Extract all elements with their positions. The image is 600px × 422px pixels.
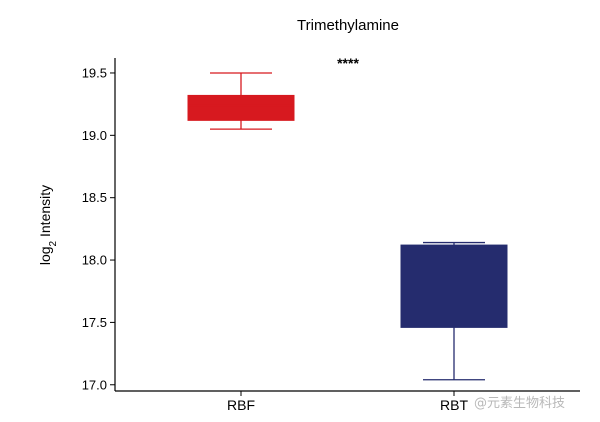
y-ticks: 17.0 17.5 18.0 18.5 19.0 19.5: [82, 65, 115, 392]
y-axis-title-subscript: 2: [48, 240, 59, 246]
x-tick-label: RBT: [440, 397, 468, 413]
y-tick-label: 17.0: [82, 377, 107, 392]
box-body: [187, 94, 295, 121]
x-tick-label: RBF: [227, 397, 255, 413]
box-rbf: [187, 72, 295, 130]
y-axis-title-rest: Intensity: [37, 185, 53, 241]
y-tick-label: 18.5: [82, 190, 107, 205]
significance-label: ****: [337, 55, 359, 71]
y-axis-title-main: log: [37, 246, 53, 265]
chart-title: Trimethylamine: [297, 17, 399, 34]
y-tick-label: 17.5: [82, 315, 107, 330]
watermark: @元素生物科技: [474, 396, 566, 411]
y-tick-label: 18.0: [82, 253, 107, 268]
y-tick-label: 19.0: [82, 128, 107, 143]
x-ticks: RBF RBT: [227, 391, 468, 413]
y-tick-label: 19.5: [82, 65, 107, 80]
boxes: [187, 72, 508, 381]
box-body: [400, 244, 508, 328]
box-rbt: [400, 241, 508, 381]
y-axis-title: log2 Intensity: [37, 185, 59, 265]
